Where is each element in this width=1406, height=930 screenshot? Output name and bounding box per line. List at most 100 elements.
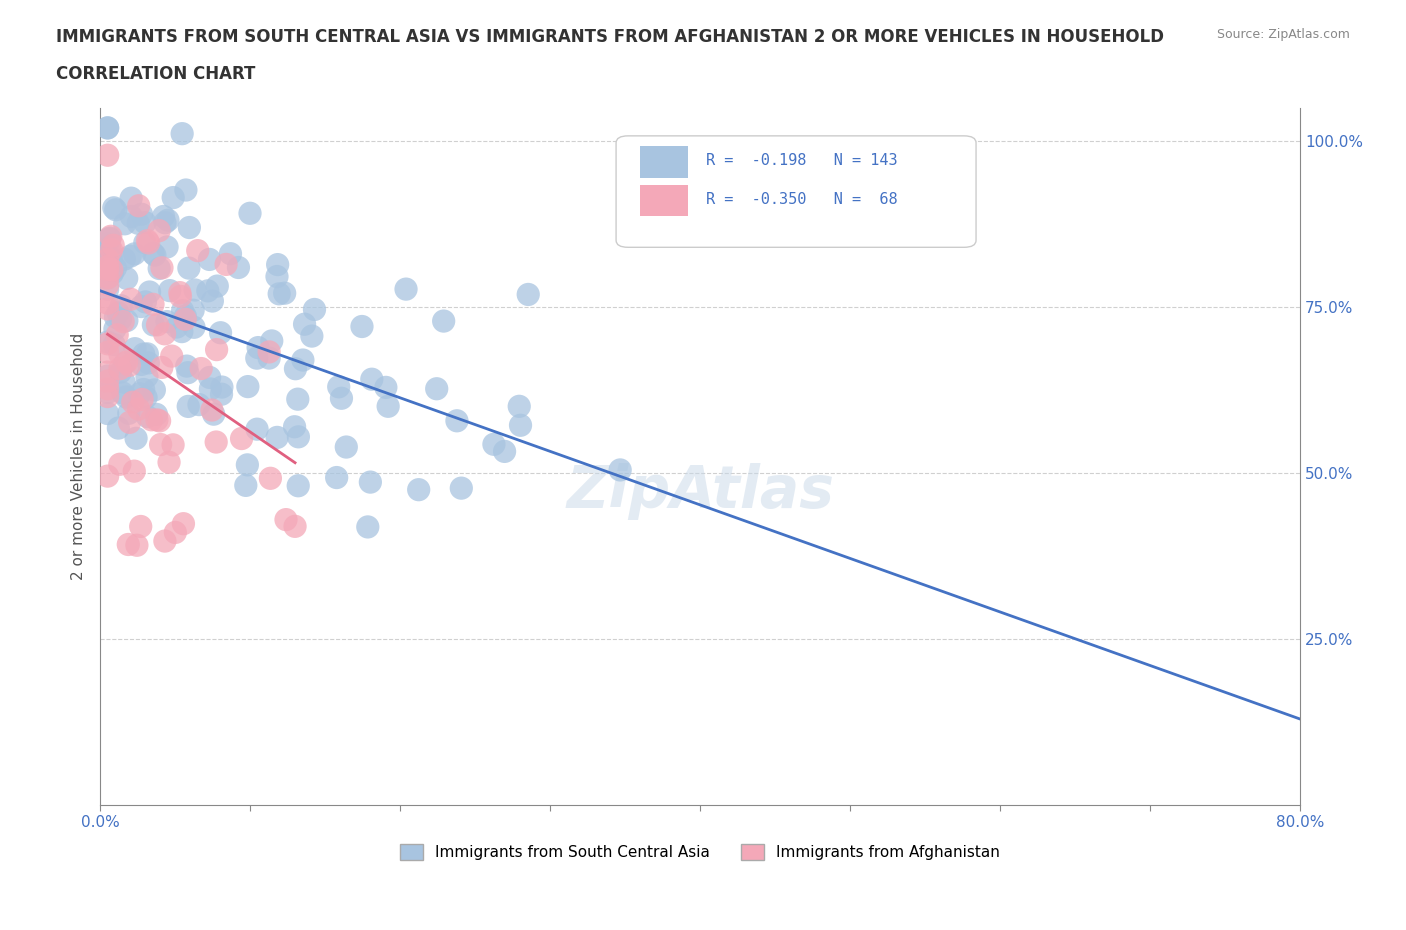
Point <box>143 382 166 397</box>
Point <box>273 286 295 300</box>
Point <box>124 246 146 261</box>
Point <box>136 233 159 248</box>
Point <box>97 374 120 389</box>
Point <box>287 478 309 493</box>
Point <box>360 372 382 387</box>
Point <box>183 320 205 335</box>
Point <box>328 379 350 394</box>
Point <box>294 317 316 332</box>
Point <box>211 379 233 394</box>
Point <box>110 365 132 379</box>
Point <box>97 365 120 379</box>
Point <box>350 319 373 334</box>
Point <box>138 235 160 250</box>
Point <box>269 286 291 301</box>
Point <box>128 402 150 417</box>
Point <box>97 262 120 277</box>
Point <box>107 305 129 320</box>
Point <box>105 327 128 342</box>
Point <box>259 471 281 485</box>
Point <box>433 313 456 328</box>
Point <box>148 261 170 276</box>
Point <box>117 537 139 551</box>
Point <box>235 478 257 493</box>
Point <box>98 231 121 246</box>
Point <box>374 380 396 395</box>
Point <box>174 312 197 326</box>
Point <box>110 299 132 313</box>
Point <box>153 534 176 549</box>
Point <box>246 421 269 436</box>
Point <box>118 358 141 373</box>
Point <box>145 407 167 422</box>
Point <box>97 271 120 286</box>
Point <box>104 260 127 275</box>
Point <box>134 295 156 310</box>
Point <box>357 520 380 535</box>
Point <box>97 406 120 421</box>
Point <box>149 414 172 429</box>
Point <box>184 283 207 298</box>
Point <box>166 320 188 335</box>
Point <box>201 294 224 309</box>
Point <box>108 347 131 362</box>
Point <box>266 430 288 445</box>
Text: ZipAtlas: ZipAtlas <box>567 462 834 520</box>
Point <box>97 121 120 136</box>
Point <box>97 368 120 383</box>
Point <box>120 191 142 206</box>
Point <box>287 430 309 445</box>
Point <box>120 209 142 224</box>
Point <box>136 409 159 424</box>
Point <box>159 283 181 298</box>
Point <box>97 385 120 400</box>
Point <box>118 415 141 430</box>
Point <box>97 259 120 274</box>
Point <box>153 326 176 341</box>
Point <box>174 182 197 197</box>
Point <box>143 247 166 262</box>
FancyBboxPatch shape <box>616 136 976 247</box>
Text: IMMIGRANTS FROM SOUTH CENTRAL ASIA VS IMMIGRANTS FROM AFGHANISTAN 2 OR MORE VEHI: IMMIGRANTS FROM SOUTH CENTRAL ASIA VS IM… <box>56 28 1164 46</box>
Point <box>287 392 309 406</box>
Point <box>110 312 132 326</box>
Point <box>97 277 120 292</box>
Point <box>156 314 179 329</box>
Point <box>174 309 197 324</box>
Point <box>215 257 238 272</box>
Point <box>156 240 179 255</box>
Point <box>97 345 120 360</box>
Point <box>108 457 131 472</box>
Point <box>138 285 160 299</box>
Point <box>450 481 472 496</box>
Point <box>172 126 194 141</box>
Point <box>482 437 505 452</box>
Point <box>246 351 269 365</box>
Point <box>169 289 191 304</box>
Point <box>162 437 184 452</box>
Point <box>136 347 159 362</box>
Point <box>188 397 211 412</box>
Point <box>142 246 165 260</box>
Point <box>266 258 288 272</box>
Point <box>395 282 418 297</box>
Point <box>125 431 148 445</box>
Point <box>115 354 138 369</box>
Point <box>138 355 160 370</box>
Point <box>131 392 153 407</box>
Point <box>104 322 127 337</box>
Point <box>124 341 146 356</box>
Point <box>207 279 229 294</box>
Point <box>134 235 156 250</box>
Point <box>162 190 184 205</box>
Point <box>136 369 159 384</box>
Point <box>132 382 155 397</box>
Point <box>257 344 280 359</box>
Point <box>100 251 122 266</box>
Point <box>101 266 124 281</box>
Point <box>114 217 136 232</box>
Point <box>172 303 194 318</box>
Point <box>325 470 347 485</box>
Point <box>284 519 307 534</box>
Point <box>170 325 193 339</box>
